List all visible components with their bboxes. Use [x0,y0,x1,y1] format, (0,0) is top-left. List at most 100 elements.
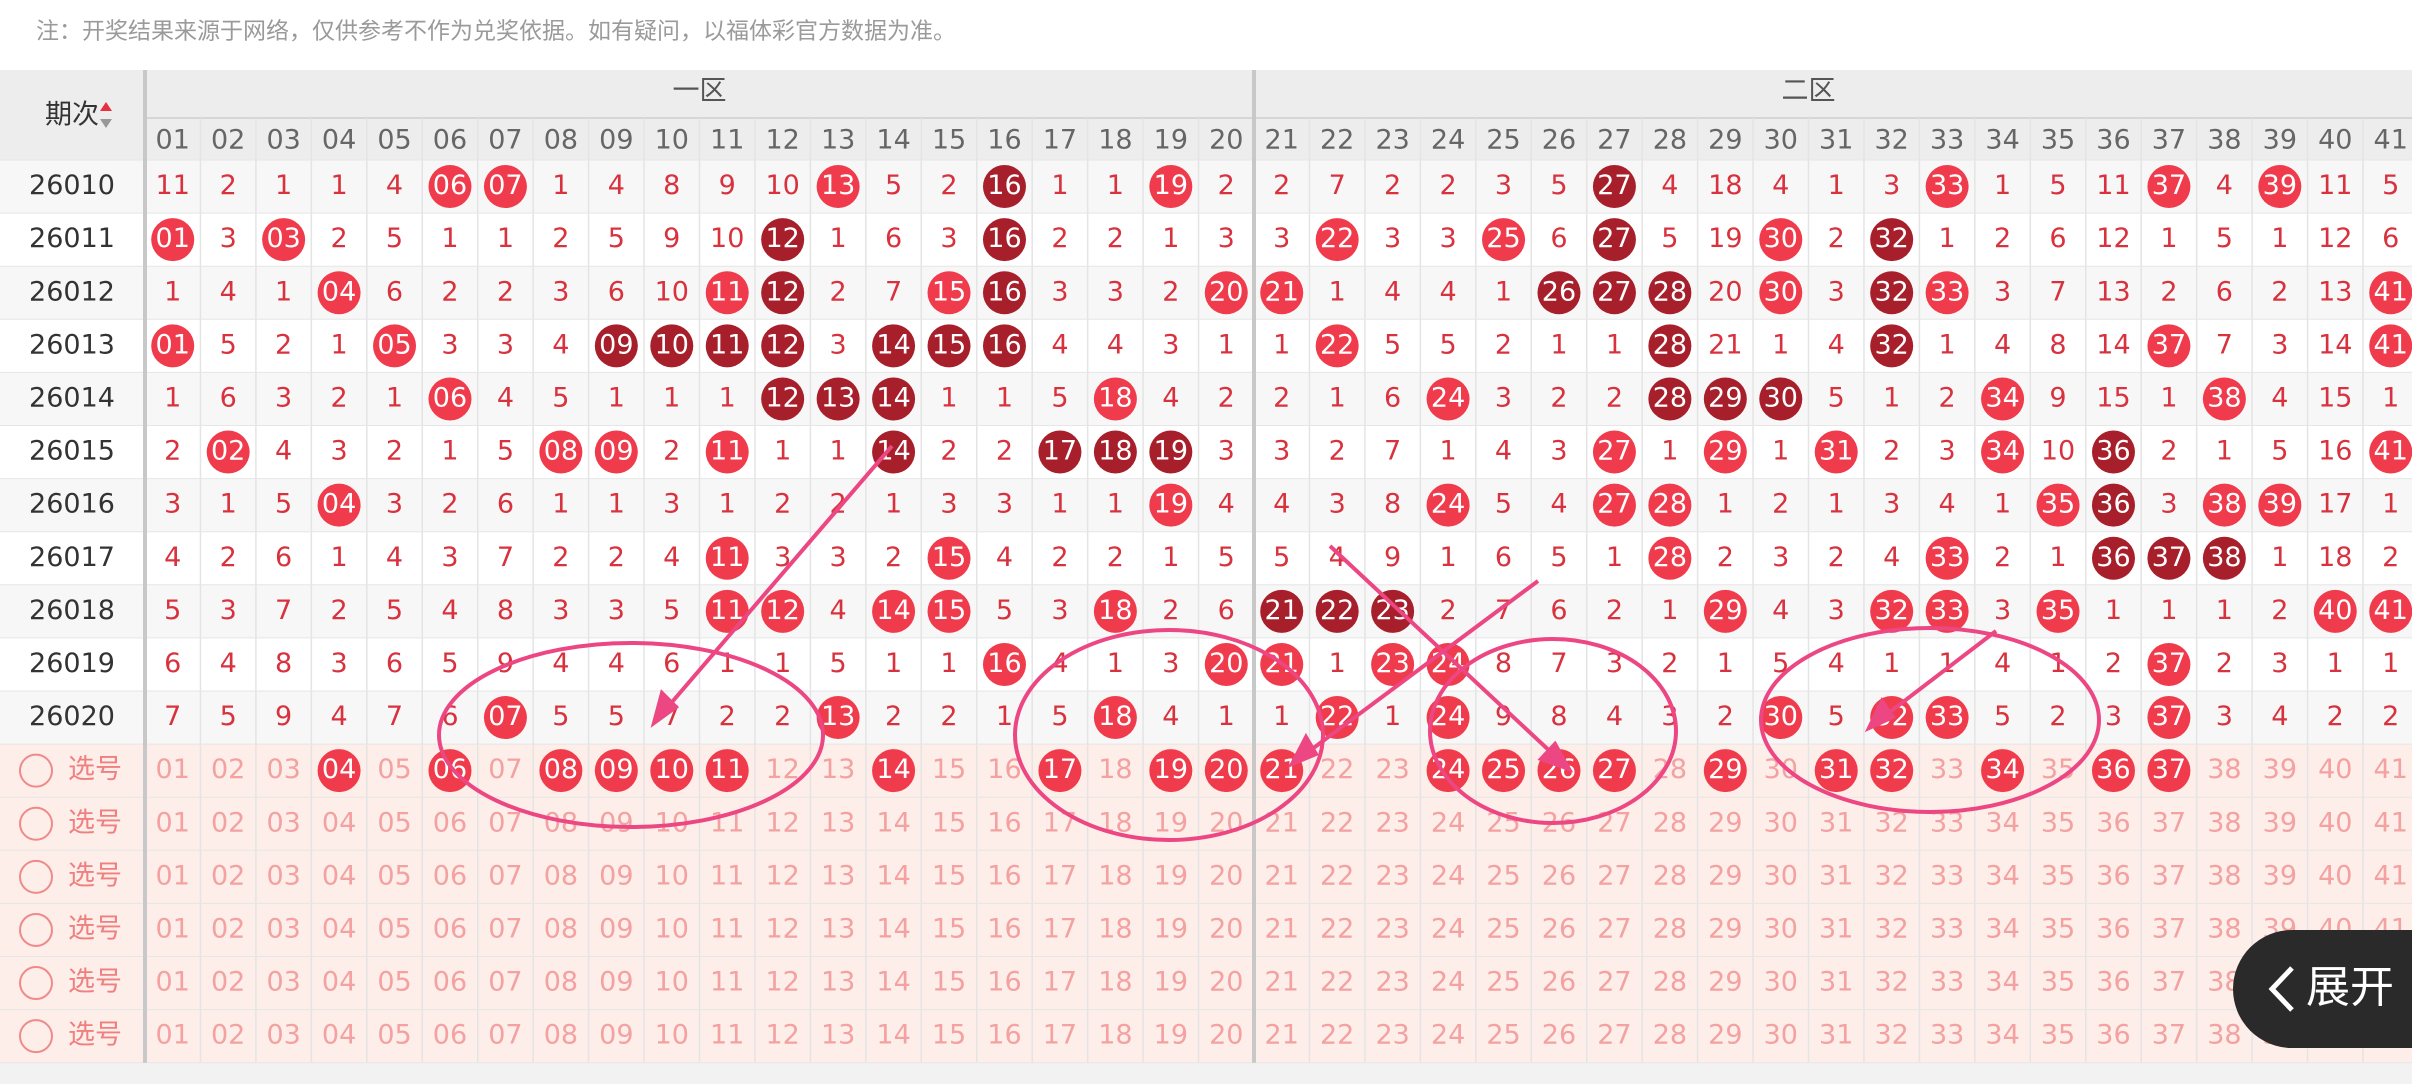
cell-number: 38 [2207,807,2241,838]
select-radio[interactable] [19,912,53,947]
ball [1814,749,1858,793]
ball-number: 27 [1597,170,1631,201]
row-background [0,691,2412,745]
ball [1703,589,1747,633]
select-radio[interactable] [19,966,53,1001]
cell-number: 4 [1661,170,1678,201]
cell-number: 1 [885,648,902,679]
cell-number: 2 [885,542,902,573]
cell-number: 33 [1930,860,1964,891]
cell-number: 06 [433,1020,467,1051]
issue-header[interactable]: 期次 [45,100,99,131]
cell-number: 1 [1828,170,1845,201]
cell-number: 26 [1542,1020,1576,1051]
column-number: 18 [1098,125,1132,156]
cell-number: 4 [1606,701,1623,732]
cell-number: 3 [497,329,514,360]
select-label[interactable]: 选号 [68,807,122,838]
cell-number: 2 [441,276,458,307]
select-radio[interactable] [19,753,53,788]
cell-number: 2 [497,276,514,307]
ball-number: 12 [765,382,799,413]
cell-number: 1 [1717,489,1734,520]
cell-number: 41 [2374,807,2408,838]
cell-number: 3 [330,436,347,467]
cell-number: 6 [1550,223,1567,254]
ball [428,377,472,421]
select-radio[interactable] [19,859,53,894]
cell-number: 2 [1439,595,1456,626]
cell-number: 28 [1653,913,1687,944]
cell-number: 25 [1486,860,1520,891]
select-label[interactable]: 选号 [68,860,122,891]
cell-number: 3 [1107,276,1124,307]
cell-number: 21 [1265,860,1299,891]
select-label[interactable]: 选号 [68,967,122,998]
cell-number: 19 [1154,967,1188,998]
cell-number: 30 [1764,807,1798,838]
cell-number: 22 [1320,754,1354,785]
cell-number: 1 [275,276,292,307]
row-background [0,478,2412,532]
annotation-ellipse [1428,637,1678,825]
ball-number: 33 [1930,595,1964,626]
cell-number: 6 [1495,542,1512,573]
cell-number: 2 [1994,542,2011,573]
annotation-ellipse [1013,628,1325,842]
cell-number: 18 [1098,1020,1132,1051]
ball-number: 11 [710,595,744,626]
ball-number: 33 [1930,542,1964,573]
ball-number: 28 [1653,276,1687,307]
cell-number: 31 [1819,807,1853,838]
cell-number: 2 [1606,595,1623,626]
cell-number: 4 [2271,382,2288,413]
cell-number: 6 [2382,223,2399,254]
cell-number: 08 [544,860,578,891]
select-radio[interactable] [19,806,53,841]
ball-number: 20 [1209,648,1243,679]
column-number: 34 [1985,125,2019,156]
sort-up-icon[interactable] [100,102,112,111]
ball [1537,271,1581,315]
annotation-ellipse [1759,626,2101,814]
select-radio[interactable] [19,1019,53,1054]
cell-number: 16 [987,860,1021,891]
cell-number: 27 [1597,1020,1631,1051]
expand-button-label[interactable]: 展开 [2306,962,2394,1013]
cell-number: 34 [1985,860,2019,891]
cell-number: 01 [156,754,190,785]
cell-number: 15 [932,807,966,838]
expand-button-bg[interactable] [2233,930,2412,1048]
select-label[interactable]: 选号 [68,1020,122,1051]
cell-number: 5 [830,648,847,679]
cell-number: 1 [940,382,957,413]
select-label[interactable]: 选号 [68,913,122,944]
ball [1981,749,2025,793]
cell-number: 11 [2096,170,2130,201]
ball [2369,271,2412,315]
sort-down-icon[interactable] [100,119,112,128]
ball-number: 37 [2152,329,2186,360]
expand-button[interactable]: 展开 [2233,930,2412,1048]
ball-number: 03 [266,223,300,254]
ball [1426,483,1470,527]
cell-number: 38 [2207,754,2241,785]
ball-number: 40 [2318,595,2352,626]
cell-number: 33 [1930,754,1964,785]
cell-number: 1 [996,701,1013,732]
select-label[interactable]: 选号 [68,754,122,785]
column-number: 04 [322,125,356,156]
cell-number: 04 [322,807,356,838]
ball [1149,749,1193,793]
ball [151,324,195,368]
column-number: 17 [1043,125,1077,156]
ball [2369,324,2412,368]
cell-number: 5 [275,489,292,520]
cell-number: 4 [1883,542,1900,573]
ball [1981,430,2025,474]
column-number: 10 [655,125,689,156]
ball-number: 39 [2263,489,2297,520]
cell-number: 1 [1939,329,1956,360]
chevron-icon[interactable] [2268,966,2294,1012]
cell-number: 17 [1043,860,1077,891]
